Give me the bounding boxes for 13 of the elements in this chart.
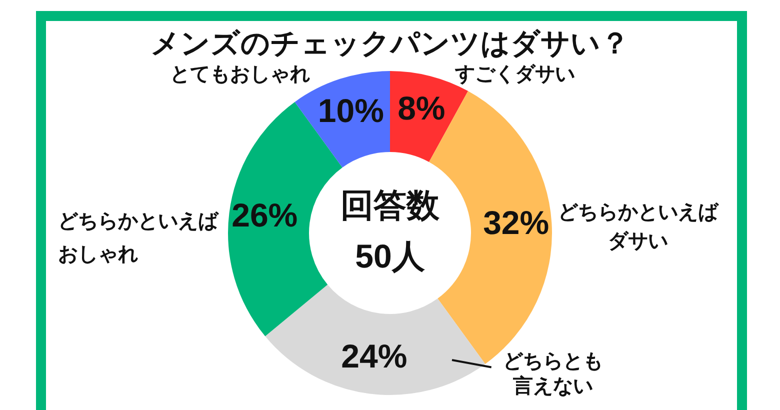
slice-label: すごくダサい bbox=[454, 64, 575, 86]
slice-label: どちらとも言えない bbox=[503, 350, 603, 398]
text: 回答数 bbox=[340, 186, 440, 224]
text: 50人 bbox=[355, 238, 426, 275]
data-label: 26% bbox=[232, 196, 298, 234]
chart-title: メンズのチェックパンツはダサい？ bbox=[150, 28, 630, 60]
slice-label: どちらかといえばおしゃれ bbox=[58, 210, 219, 266]
data-label: 8% bbox=[398, 90, 446, 127]
slice-label: どちらかといえばダサい bbox=[558, 202, 719, 253]
data-label: 10% bbox=[318, 92, 384, 129]
data-label: 32% bbox=[483, 204, 550, 242]
data-label: 24% bbox=[341, 337, 408, 374]
slice-label: とてもおしゃれ bbox=[170, 64, 310, 86]
